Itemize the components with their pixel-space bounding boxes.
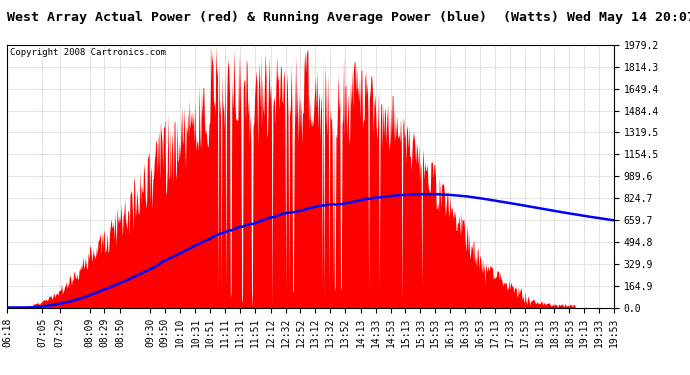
Text: Copyright 2008 Cartronics.com: Copyright 2008 Cartronics.com [10, 48, 166, 57]
Text: West Array Actual Power (red) & Running Average Power (blue)  (Watts) Wed May 14: West Array Actual Power (red) & Running … [7, 11, 690, 24]
